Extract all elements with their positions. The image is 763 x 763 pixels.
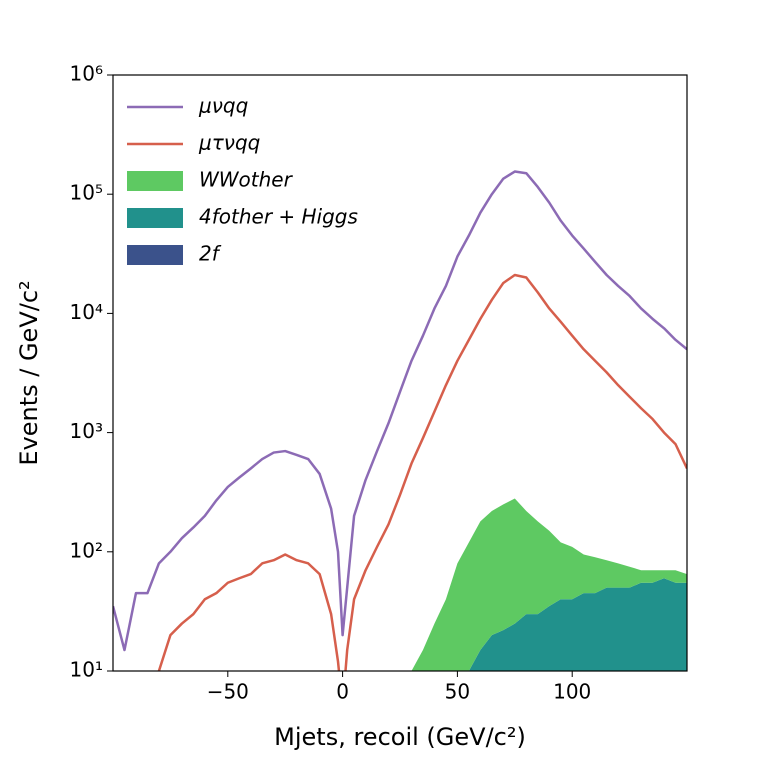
- legend-label: μτνqq: [198, 131, 260, 155]
- y-tick-label: 10¹: [70, 658, 103, 682]
- legend-label: WWother: [199, 168, 294, 192]
- y-axis-label: Events / GeV/c²: [15, 280, 43, 465]
- y-tick-label: 10²: [70, 538, 103, 562]
- legend-label: 4fother + Higgs: [199, 205, 358, 229]
- y-tick-label: 10⁵: [70, 181, 103, 205]
- x-tick-label: 0: [336, 680, 349, 704]
- x-tick-label: −50: [207, 680, 249, 704]
- legend-label: μνqq: [198, 94, 248, 118]
- plot-area: [113, 170, 687, 671]
- area: [468, 578, 687, 671]
- line: [157, 273, 687, 671]
- legend-swatch: [127, 245, 183, 265]
- area: [411, 498, 687, 671]
- line: [113, 170, 687, 652]
- legend-swatch: [127, 171, 183, 191]
- legend-label: 2f: [199, 242, 222, 266]
- x-axis-label: Mjets, recoil (GeV/c²): [274, 723, 526, 751]
- x-tick-label: 100: [553, 680, 591, 704]
- legend-swatch: [127, 208, 183, 228]
- plot-frame: [112, 74, 688, 672]
- x-tick-label: 50: [445, 680, 470, 704]
- y-tick-label: 10³: [70, 419, 103, 443]
- y-tick-label: 10⁴: [70, 300, 103, 324]
- y-tick-label: 10⁶: [70, 62, 103, 86]
